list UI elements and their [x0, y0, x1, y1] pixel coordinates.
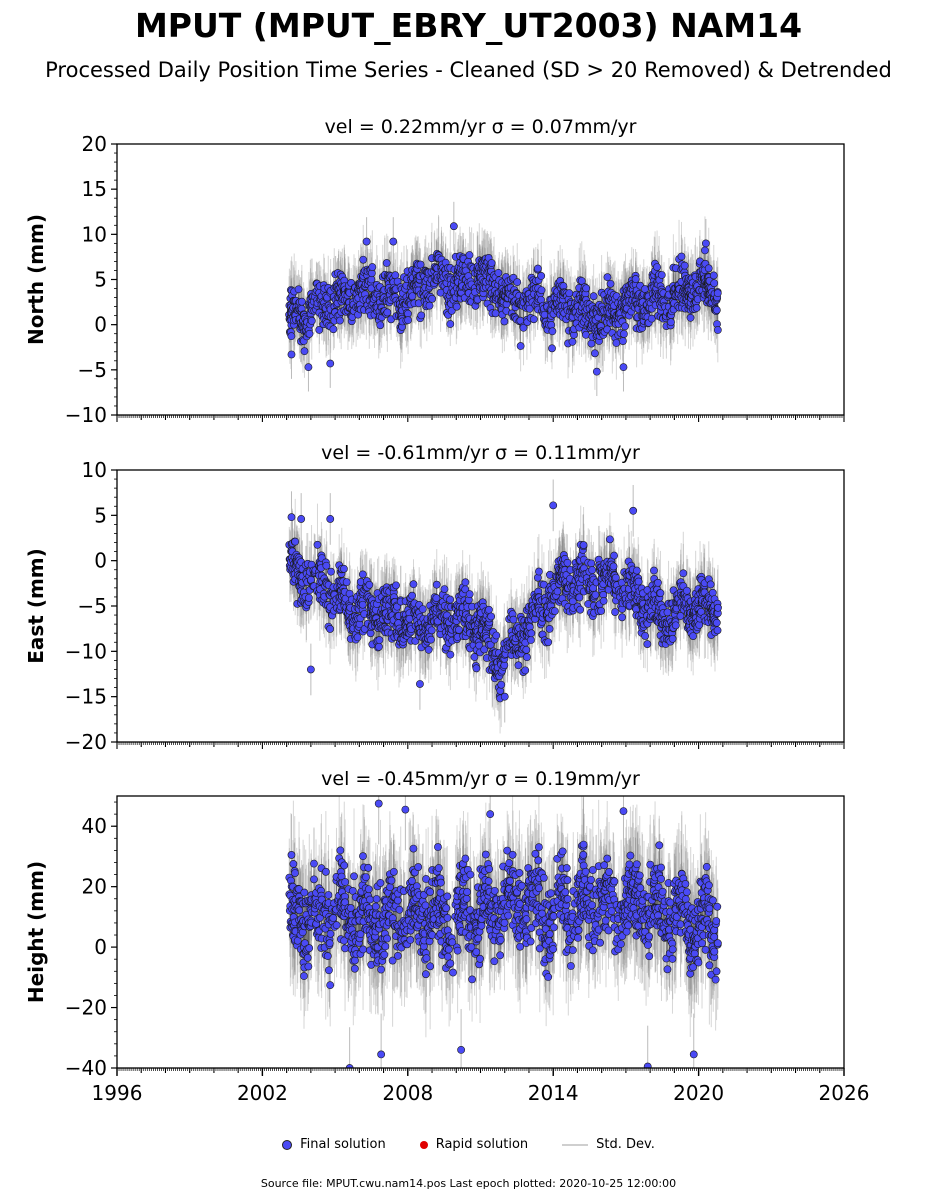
data-point — [446, 320, 455, 328]
y-tick-label: 15 — [82, 177, 107, 201]
data-point — [408, 292, 417, 301]
data-point — [383, 308, 392, 317]
panel-0: vel = 0.22mm/yr σ = 0.07mm/yr North (mm) −… — [24, 116, 845, 427]
data-point — [294, 285, 303, 294]
data-point — [336, 316, 344, 325]
data-point — [404, 309, 412, 318]
y-tick-label: 20 — [82, 132, 107, 156]
panel-title: vel = -0.61mm/yr σ = 0.11mm/yr — [321, 442, 640, 464]
data-point — [516, 342, 525, 350]
data-point — [389, 237, 398, 246]
data-point — [382, 259, 391, 267]
data-point — [591, 349, 599, 358]
data-point — [487, 259, 496, 267]
data-point — [621, 322, 629, 331]
data-point — [305, 329, 314, 338]
data-point — [547, 321, 556, 329]
data-point — [612, 339, 621, 347]
data-point — [606, 279, 615, 288]
data-point — [300, 347, 309, 356]
data-point — [540, 310, 549, 319]
data-point — [329, 325, 338, 334]
data-point — [619, 337, 627, 345]
plot-area — [285, 201, 722, 397]
data-point — [376, 321, 385, 330]
time-series-figure: vel = 0.22mm/yr σ = 0.07mm/yr North (mm) −… — [24, 116, 869, 1105]
data-point — [692, 304, 701, 312]
chart-subtitle: Processed Daily Position Time Series - C… — [45, 58, 892, 82]
data-point — [548, 344, 556, 353]
data-point — [565, 289, 574, 298]
data-point — [304, 363, 313, 372]
data-point — [582, 284, 591, 293]
data-point — [428, 294, 437, 303]
data-point — [368, 263, 377, 271]
data-point — [701, 246, 709, 255]
panel-title: vel = 0.22mm/yr σ = 0.07mm/yr — [325, 116, 637, 138]
data-point — [449, 222, 458, 231]
data-point — [709, 271, 718, 280]
data-point — [537, 271, 546, 280]
data-point — [653, 263, 661, 271]
y-axis-label: East (mm) — [24, 548, 48, 664]
data-point — [494, 268, 503, 277]
data-point — [568, 337, 577, 346]
data-point — [534, 264, 542, 273]
data-points — [285, 222, 722, 376]
data-point — [667, 318, 675, 327]
data-point — [362, 237, 371, 246]
data-point — [713, 326, 722, 334]
data-point — [500, 317, 509, 326]
data-point — [287, 350, 296, 359]
data-point — [537, 286, 546, 295]
data-point — [447, 306, 456, 315]
data-point — [416, 260, 425, 269]
y-tick-label: 0 — [94, 313, 107, 337]
data-point — [582, 330, 590, 339]
data-point — [404, 316, 412, 325]
data-point — [297, 297, 306, 306]
data-point — [315, 326, 324, 334]
y-axis-label: North (mm) — [24, 214, 48, 345]
y-tick-label: −10 — [65, 403, 107, 427]
data-point — [548, 327, 557, 336]
y-tick-label: 10 — [82, 222, 107, 246]
y-tick-label: 5 — [94, 268, 107, 292]
data-point — [589, 292, 598, 301]
data-point — [513, 278, 522, 287]
data-point — [425, 301, 434, 310]
plot-area — [285, 479, 722, 734]
data-point — [620, 330, 628, 338]
data-point — [529, 315, 538, 324]
data-point — [680, 261, 689, 270]
data-point — [525, 304, 534, 313]
data-point — [587, 339, 596, 348]
data-point — [452, 302, 461, 311]
data-point — [657, 271, 666, 279]
data-point — [603, 273, 612, 282]
data-point — [291, 537, 300, 546]
data-point — [701, 239, 710, 248]
data-point — [307, 316, 316, 325]
data-point — [359, 255, 368, 264]
data-point — [417, 311, 426, 320]
chart-title: MPUT (MPUT_EBRY_UT2003) NAM14 — [134, 6, 803, 45]
y-tick-label: −5 — [78, 358, 107, 382]
data-point — [592, 367, 601, 376]
data-point — [712, 306, 721, 314]
data-point — [704, 264, 713, 273]
data-point — [686, 313, 695, 322]
data-point — [713, 289, 722, 298]
data-points — [285, 501, 722, 703]
data-point — [519, 323, 528, 332]
data-point — [465, 251, 474, 259]
data-point — [287, 332, 296, 341]
data-point — [631, 275, 640, 283]
data-point — [326, 359, 335, 368]
data-point — [710, 279, 719, 288]
data-point — [619, 363, 628, 372]
data-point — [677, 252, 686, 261]
